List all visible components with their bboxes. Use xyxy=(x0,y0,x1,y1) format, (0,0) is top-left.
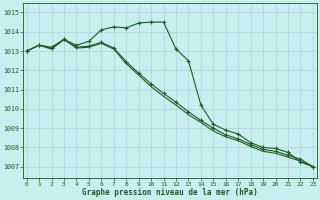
X-axis label: Graphe pression niveau de la mer (hPa): Graphe pression niveau de la mer (hPa) xyxy=(82,188,258,197)
